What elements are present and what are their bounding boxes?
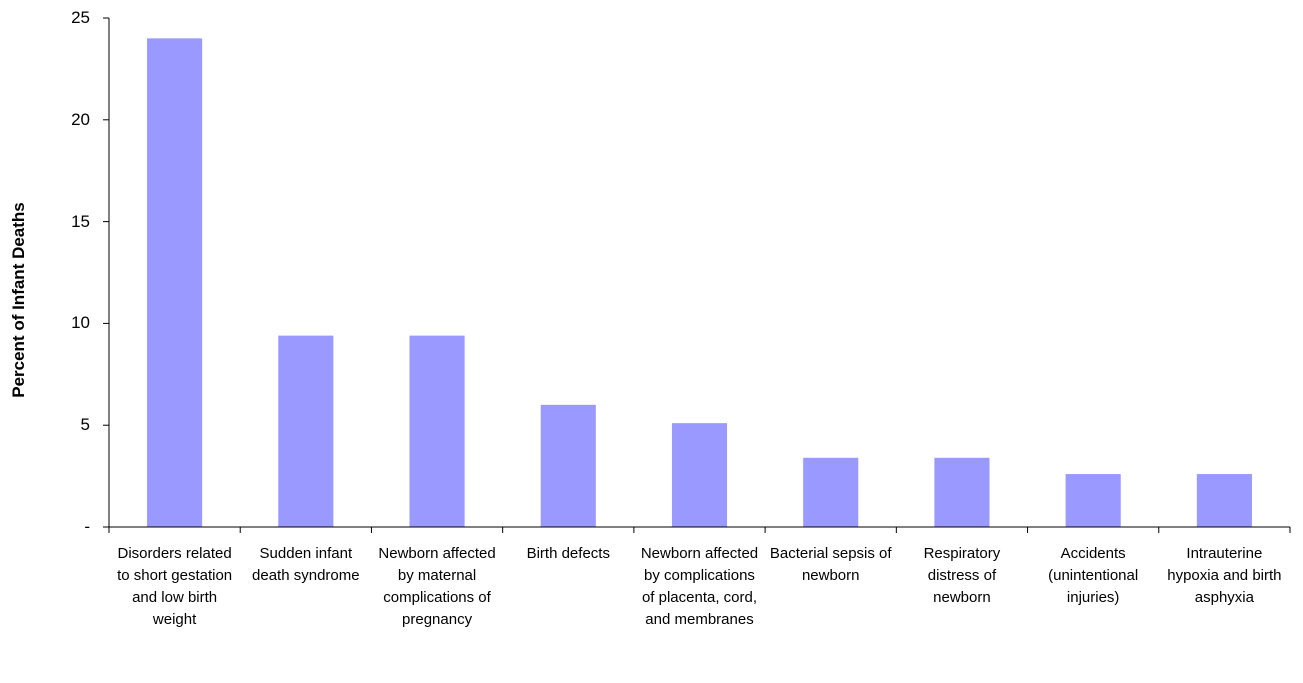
- x-category-label: Respiratory distress of newborn: [923, 545, 1001, 606]
- x-category-label: Disorders related to short gestation and…: [117, 545, 233, 628]
- bar-4: [540, 404, 596, 527]
- bar-8: [1065, 474, 1121, 527]
- y-tick-label: 15: [71, 211, 90, 231]
- y-tick-label: 10: [71, 313, 90, 333]
- y-tick-label: -: [84, 517, 90, 536]
- bar-3: [409, 335, 465, 527]
- y-tick-label: 5: [80, 415, 90, 435]
- y-tick-label: 20: [71, 109, 90, 129]
- bar-7: [934, 457, 990, 527]
- x-category-label: Newborn affected by maternal complicatio…: [378, 545, 496, 628]
- y-axis-label: Percent of Infant Deaths: [9, 202, 28, 398]
- bar-1: [147, 38, 203, 528]
- y-axis-label-wrap: Percent of Infant Deaths: [4, 150, 34, 450]
- x-category-label: Bacterial sepsis of newborn: [769, 545, 892, 584]
- x-category-label: Sudden infant death syndrome: [252, 545, 360, 584]
- bar-5: [671, 423, 728, 527]
- x-category-label: Newborn affected by complications of pla…: [640, 545, 759, 628]
- bar-2: [278, 335, 334, 527]
- y-tick-label: 25: [71, 8, 90, 27]
- bar-9: [1196, 474, 1252, 527]
- bar-6: [803, 457, 859, 527]
- x-category-label: Accidents (unintentional injuries): [1048, 545, 1139, 606]
- x-category-label: Birth defects: [526, 545, 610, 562]
- x-category-label: Intrauterine hypoxia and birth asphyxia: [1167, 545, 1282, 606]
